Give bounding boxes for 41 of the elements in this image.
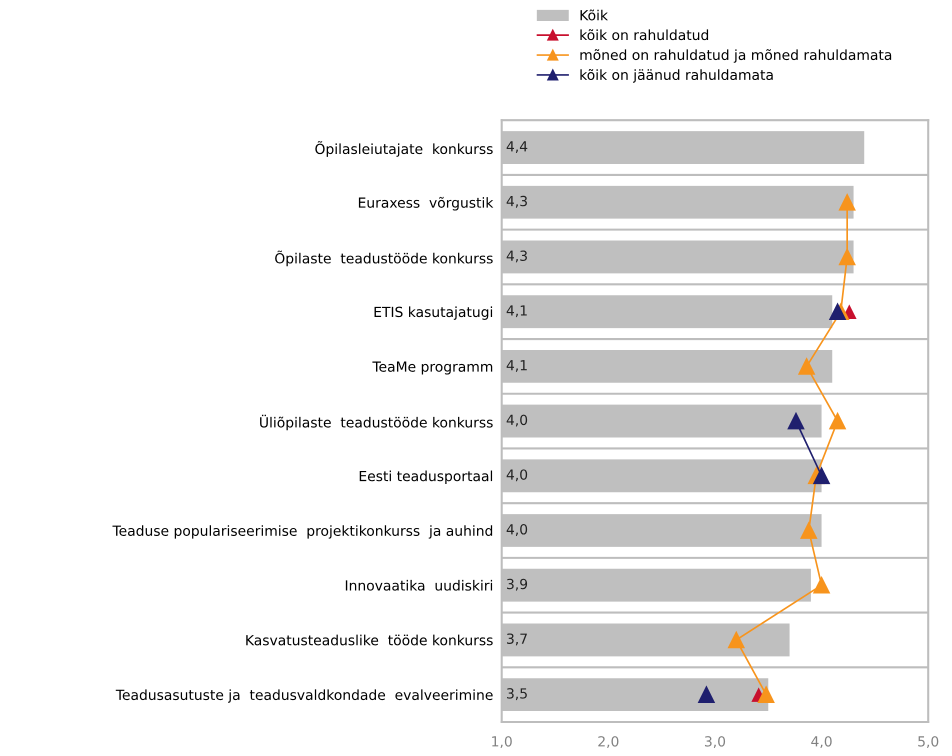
point	[829, 412, 846, 430]
point	[800, 522, 818, 539]
point	[798, 358, 815, 375]
y-tick-label: Teadusasutuste ja teadusvaldkondade evalveerimine	[116, 689, 493, 703]
legend-label: kõik on jäänud rahuldamata	[580, 69, 773, 83]
y-tick-label: Õpilasleiutajate konkurss	[315, 141, 493, 157]
y-tick-label: Eesti teadusportaal	[360, 470, 492, 484]
data-label: 4,0	[506, 414, 528, 427]
point	[728, 632, 745, 648]
data-label: 4,3	[506, 250, 527, 262]
data-label: 3,7	[507, 633, 527, 646]
point	[838, 248, 856, 266]
y-tick-label: ETIS kasutajatugi	[374, 306, 492, 320]
data-label: 4,1	[506, 305, 527, 318]
legend-label: mõned on rahuldatud ja mõned rahuldamata	[580, 49, 892, 63]
data-label: 4,1	[506, 360, 527, 372]
x-tick-label: 4,0	[811, 736, 832, 748]
y-tick-label: Kasvatusteaduslike tööde konkurss	[246, 634, 493, 646]
x-tick-label: 2,0	[598, 736, 618, 748]
y-tick-label: Üliõpilaste teadustööde konkurss	[260, 414, 493, 430]
y-tick-label: Euraxess võrgustik	[358, 196, 494, 211]
legend-label: kõik on rahuldatud	[580, 29, 708, 40]
y-tick-label: Õpilaste teadustööde konkurss	[275, 250, 493, 266]
x-tick-label: 3,0	[704, 736, 726, 748]
data-label: 3,5	[507, 688, 527, 700]
x-tick-label: 1,0	[492, 736, 512, 748]
data-label: 3,9	[507, 578, 528, 591]
data-label: 4,0	[506, 524, 528, 536]
legend-label: Kõik	[580, 9, 608, 20]
point	[838, 194, 856, 211]
point	[758, 686, 774, 703]
point	[813, 576, 830, 594]
y-tick-label: Innovaatika uudiskiri	[346, 580, 492, 591]
y-tick-label: TeaMe programm	[372, 362, 492, 375]
data-label: 4,4	[506, 141, 528, 154]
data-label: 4,3	[506, 196, 527, 208]
data-label: 4,0	[506, 469, 528, 482]
y-tick-label: Teaduse populariseerimise projektikonkurss ja auhind	[112, 525, 492, 539]
point	[698, 686, 715, 703]
point	[829, 303, 846, 320]
x-tick-label: 5,0	[918, 736, 938, 748]
